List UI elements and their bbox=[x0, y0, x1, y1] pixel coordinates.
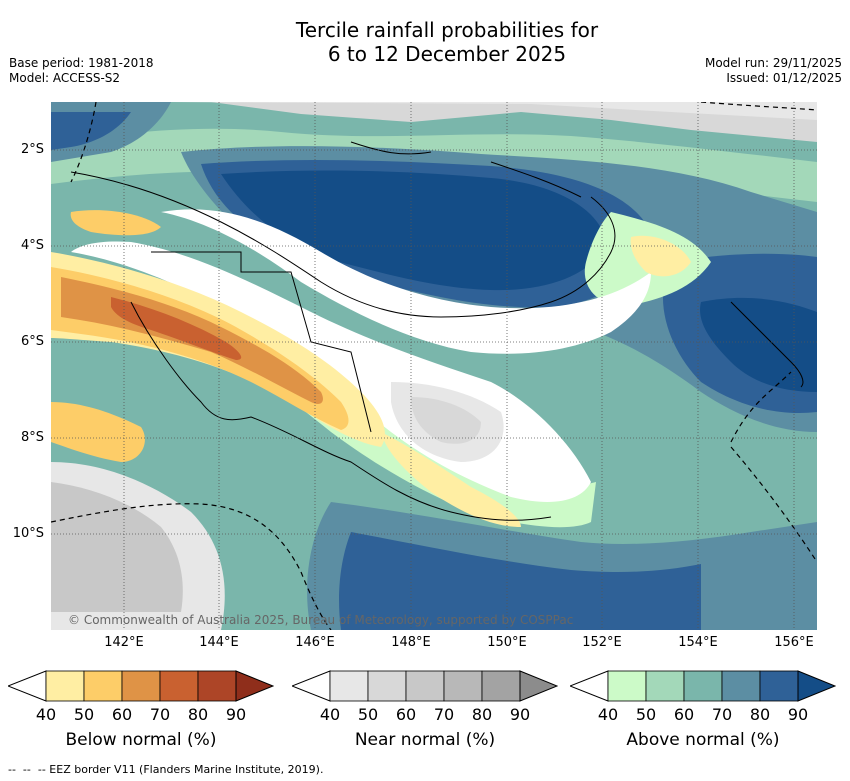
colorbar-below-normal-bin-60 bbox=[121, 670, 161, 702]
tick-label: 80 bbox=[749, 705, 771, 724]
tick-label: 90 bbox=[787, 705, 809, 724]
below-normal-west-core bbox=[111, 297, 242, 360]
probability-map bbox=[51, 102, 817, 630]
model-run-info: Model run: 29/11/2025 Issued: 01/12/2025 bbox=[705, 56, 842, 86]
colorbar-near-normal-title: Near normal (%) bbox=[354, 730, 496, 750]
colorbar-above-normal-under bbox=[570, 670, 609, 702]
lat-label-4s: 4°S bbox=[20, 238, 44, 253]
neutral-mainland-region bbox=[161, 209, 651, 354]
solomon-coastline bbox=[730, 301, 804, 388]
colorbar-above-normal-bin-50 bbox=[645, 670, 685, 702]
copyright-notice: © Commonwealth of Australia 2025, Bureau… bbox=[68, 613, 574, 627]
colorbar-near-normal-bin-50 bbox=[367, 670, 407, 702]
lon-label-146e: 146°E bbox=[295, 635, 335, 650]
lon-label-150e: 150°E bbox=[487, 635, 527, 650]
png-south-coastline bbox=[130, 301, 552, 521]
below-normal-northwest-patch bbox=[70, 210, 161, 236]
near-normal-north-region bbox=[51, 102, 817, 142]
colorbar-above-normal-title: Above normal (%) bbox=[626, 730, 780, 750]
below-normal-southwest-patch bbox=[51, 402, 145, 462]
tick-label: 80 bbox=[471, 705, 493, 724]
map-canvas bbox=[51, 102, 817, 630]
eez-footnote: -- -- -- EEZ border V11 (Flanders Marine… bbox=[8, 763, 324, 776]
tick-label: 80 bbox=[187, 705, 209, 724]
eez-border-northwest bbox=[70, 102, 97, 183]
tick-label: 50 bbox=[73, 705, 95, 724]
near-normal-southwest-core bbox=[51, 482, 183, 612]
colorbar-above-normal-bin-40 bbox=[607, 670, 647, 702]
lon-label-142e: 142°E bbox=[104, 635, 144, 650]
tick-label: 40 bbox=[319, 705, 341, 724]
eez-border-northeast bbox=[700, 102, 817, 111]
province-borders bbox=[151, 251, 372, 433]
colorbar-near-normal-bin-60 bbox=[405, 670, 445, 702]
tick-label: 60 bbox=[673, 705, 695, 724]
colorbar-below-normal bbox=[8, 670, 274, 704]
lon-label-148e: 148°E bbox=[391, 635, 431, 650]
tick-label: 90 bbox=[509, 705, 531, 724]
tick-label: 60 bbox=[111, 705, 133, 724]
near-normal-central-core bbox=[411, 397, 481, 444]
base-period-info: Base period: 1981-2018 Model: ACCESS-S2 bbox=[9, 56, 154, 86]
colorbar-below-normal-graphic bbox=[8, 670, 274, 702]
tick-label: 50 bbox=[357, 705, 379, 724]
colorbar-below-normal-bin-80 bbox=[197, 670, 237, 702]
lon-label-154e: 154°E bbox=[678, 635, 718, 650]
tick-label: 70 bbox=[433, 705, 455, 724]
model-name: Model: ACCESS-S2 bbox=[9, 71, 121, 85]
lat-label-10s: 10°S bbox=[12, 526, 44, 541]
colorbar-below-normal-over bbox=[235, 670, 274, 702]
colorbar-above-normal-bin-60 bbox=[683, 670, 723, 702]
colorbar-above-normal-bin-70 bbox=[721, 670, 761, 702]
eez-border-south bbox=[51, 503, 332, 630]
above-normal-east-core bbox=[700, 297, 817, 392]
colorbar-near-normal-graphic bbox=[292, 670, 558, 702]
eez-border-east bbox=[730, 371, 817, 563]
tick-label: 40 bbox=[35, 705, 57, 724]
colorbar-below-normal-ticks: 40 50 60 70 80 90 bbox=[8, 706, 274, 726]
colorbar-above-normal-over bbox=[797, 670, 836, 702]
colorbar-near-normal-bin-40 bbox=[329, 670, 369, 702]
colorbar-near-normal-bin-80 bbox=[481, 670, 521, 702]
colorbar-near-normal bbox=[292, 670, 558, 704]
png-north-coastline bbox=[70, 171, 616, 318]
colorbar-below-normal-under bbox=[8, 670, 47, 702]
model-run-date: Model run: 29/11/2025 bbox=[704, 56, 842, 70]
lat-label-8s: 8°S bbox=[20, 430, 44, 445]
colorbar-below-normal-bin-40 bbox=[45, 670, 85, 702]
above-normal-south-core bbox=[339, 532, 701, 630]
lat-label-6s: 6°S bbox=[20, 334, 44, 349]
colorbar-above-normal-bin-80 bbox=[759, 670, 799, 702]
island-coastlines bbox=[350, 141, 582, 198]
tick-label: 90 bbox=[225, 705, 247, 724]
issued-date: Issued: 01/12/2025 bbox=[726, 71, 842, 85]
colorbar-below-normal-bin-50 bbox=[83, 670, 123, 702]
colorbar-above-normal-graphic bbox=[570, 670, 836, 702]
tick-label: 40 bbox=[597, 705, 619, 724]
colorbar-above-normal bbox=[570, 670, 836, 704]
above-normal-northwest-core bbox=[51, 112, 131, 150]
colorbar-below-normal-bin-70 bbox=[159, 670, 199, 702]
above-normal-bismarck-core bbox=[221, 170, 606, 291]
near-normal-north-edge bbox=[171, 102, 817, 120]
below-normal-southeast-band bbox=[381, 432, 521, 527]
base-period: Base period: 1981-2018 bbox=[9, 56, 154, 70]
tick-label: 70 bbox=[711, 705, 733, 724]
lat-label-2s: 2°S bbox=[20, 142, 44, 157]
colorbar-near-normal-bin-70 bbox=[443, 670, 483, 702]
colorbar-near-normal-ticks: 40 50 60 70 80 90 bbox=[292, 706, 558, 726]
colorbar-above-normal-ticks: 40 50 60 70 80 90 bbox=[570, 706, 836, 726]
colorbar-near-normal-over bbox=[519, 670, 558, 702]
tick-label: 70 bbox=[149, 705, 171, 724]
lon-label-156e: 156°E bbox=[774, 635, 814, 650]
lon-label-144e: 144°E bbox=[199, 635, 239, 650]
colorbar-below-normal-title: Below normal (%) bbox=[65, 730, 217, 750]
tick-label: 60 bbox=[395, 705, 417, 724]
lon-label-152e: 152°E bbox=[582, 635, 622, 650]
tick-label: 50 bbox=[635, 705, 657, 724]
map-title: Tercile rainfall probabilities for 6 to … bbox=[295, 18, 599, 66]
colorbar-near-normal-under bbox=[292, 670, 331, 702]
